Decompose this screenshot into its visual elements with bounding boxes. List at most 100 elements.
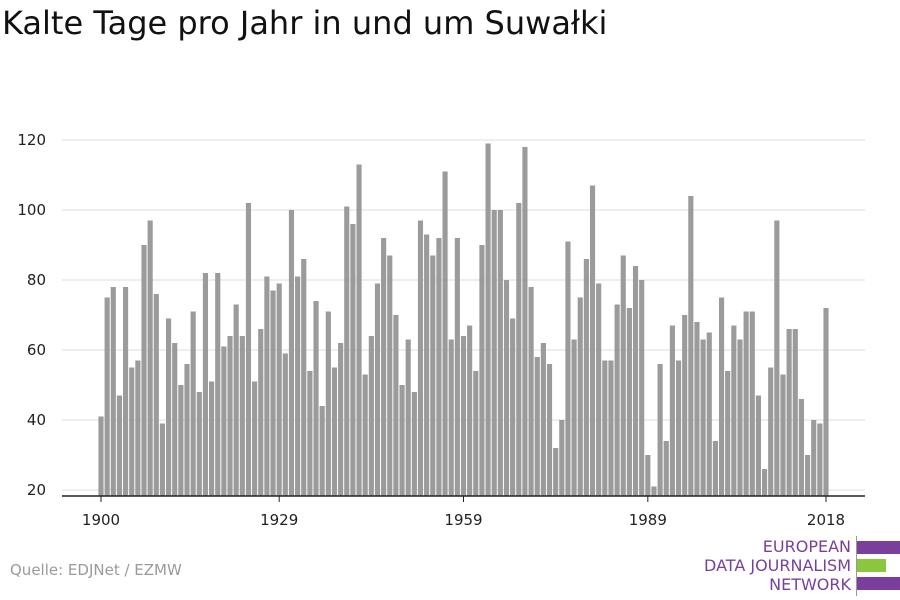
bar [497,210,503,496]
bar [725,371,731,496]
bar [798,399,804,496]
bar [589,185,596,496]
bar [215,273,221,496]
bar [485,143,491,496]
y-tick-label: 120 [17,131,46,149]
bar [700,339,706,496]
bar [534,357,540,496]
bar [823,308,829,496]
x-tick-label: 1989 [629,511,667,529]
bar [129,367,135,496]
bar [479,245,485,496]
bar [491,210,497,496]
y-tick-label: 60 [27,341,46,359]
bar [381,238,387,496]
bar [749,311,755,496]
bar [430,255,436,496]
source-note: Quelle: EDJNet / EZMW [10,561,182,579]
bar [467,325,473,496]
bar [110,287,116,496]
bar [743,311,749,496]
bar-chart: 20 40 60 80 100 120 1900 1929 1959 1989 2018 [17,131,865,529]
bar [805,455,811,496]
bar [442,171,448,496]
bar [737,339,743,496]
bar [553,448,559,496]
bar [706,332,712,496]
bar [227,336,233,496]
bar [712,441,718,496]
bar [577,297,583,496]
bar [190,311,196,496]
bar [141,245,147,496]
edjnet-logo: EUROPEAN DATA JOURNALISM NETWORK [700,536,900,596]
bar [516,203,522,496]
bar [817,423,823,496]
bar [675,360,682,496]
bar [565,241,571,496]
bar [270,290,276,496]
bar [473,371,479,496]
bar [614,304,620,496]
logo-bar-middle [857,559,886,572]
bar [307,371,313,496]
bar [780,374,786,496]
bar [540,343,546,496]
y-tick-label: 80 [27,271,46,289]
bar [811,420,817,496]
bar [166,318,172,496]
bar [104,297,110,496]
bar [178,385,184,496]
bar [338,343,344,496]
bar [510,318,516,496]
bar [313,301,319,496]
bar [632,266,639,496]
bar [362,374,368,496]
bar [135,360,141,496]
bar [503,280,510,496]
bar [417,220,424,496]
bar [374,283,381,496]
chart-title: Kalte Tage pro Jahr in und um Suwałki [2,4,608,42]
bar [252,381,258,496]
x-tick-label: 2018 [807,511,845,529]
bar [301,259,307,496]
bar [282,353,288,496]
bar [331,367,338,496]
bar [663,441,669,496]
bar [196,392,202,496]
bar [571,339,577,496]
logo-divider [856,536,857,596]
bar [436,238,442,496]
bar [159,423,166,496]
bar [768,367,774,496]
bar [774,220,780,496]
bar [209,381,215,496]
bar [153,294,159,496]
bar [424,234,430,496]
bar [258,329,264,496]
logo-bar-top [857,541,900,554]
bar [264,276,270,496]
bar [626,308,632,496]
logo-bar-bottom [857,577,900,590]
logo-line-2: DATA JOURNALISM [704,556,851,575]
bar [528,287,534,496]
bar [411,392,417,496]
bar [288,210,295,496]
bar [295,276,301,496]
bar [792,329,798,496]
y-tick-label: 20 [27,481,46,499]
bar [522,147,528,496]
bar [761,469,768,496]
y-tick-label: 40 [27,411,46,429]
bar [356,164,362,496]
bar [184,364,190,496]
bar [786,329,792,496]
bar [368,336,374,496]
bar [147,220,153,496]
logo-line-3: NETWORK [769,575,851,594]
bar [583,259,589,496]
bar [602,360,608,496]
bar [755,395,761,496]
